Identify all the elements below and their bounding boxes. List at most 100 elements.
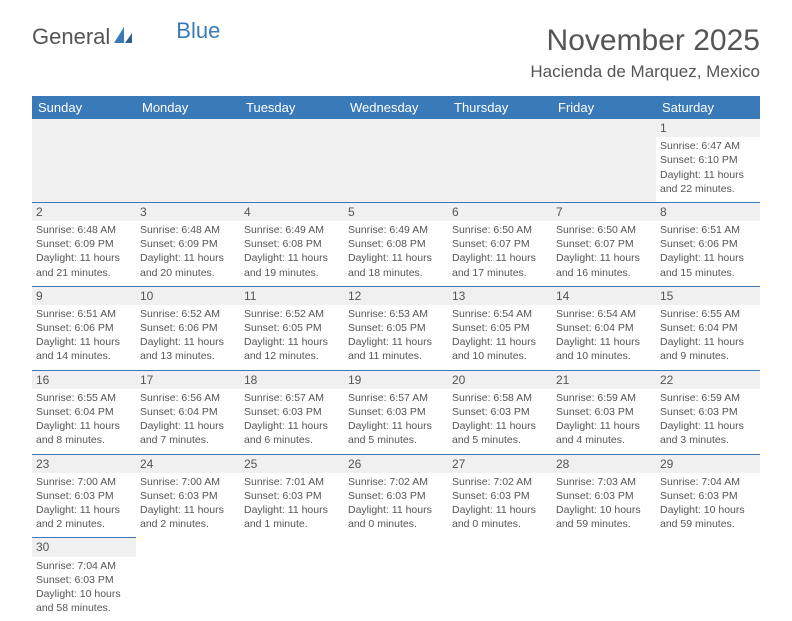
weekday-header: Friday [552, 96, 656, 119]
daylight-text: and 0 minutes. [348, 517, 444, 531]
sunrise-text: Sunrise: 6:47 AM [660, 139, 756, 153]
calendar-cell: 24Sunrise: 7:00 AMSunset: 6:03 PMDayligh… [136, 454, 240, 538]
daylight-text: Daylight: 11 hours [244, 503, 340, 517]
day-number: 4 [240, 203, 344, 221]
daylight-text: and 59 minutes. [556, 517, 652, 531]
sunset-text: Sunset: 6:03 PM [348, 405, 444, 419]
sunset-text: Sunset: 6:07 PM [452, 237, 548, 251]
daylight-text: Daylight: 11 hours [348, 251, 444, 265]
daylight-text: Daylight: 11 hours [244, 335, 340, 349]
sunset-text: Sunset: 6:03 PM [244, 405, 340, 419]
daylight-text: and 15 minutes. [660, 266, 756, 280]
sunset-text: Sunset: 6:09 PM [36, 237, 132, 251]
daylight-text: and 2 minutes. [36, 517, 132, 531]
calendar-cell: 2Sunrise: 6:48 AMSunset: 6:09 PMDaylight… [32, 202, 136, 286]
sunrise-text: Sunrise: 7:04 AM [660, 475, 756, 489]
calendar-cell [552, 538, 656, 621]
calendar-cell: 23Sunrise: 7:00 AMSunset: 6:03 PMDayligh… [32, 454, 136, 538]
calendar-cell: 11Sunrise: 6:52 AMSunset: 6:05 PMDayligh… [240, 286, 344, 370]
calendar-cell: 27Sunrise: 7:02 AMSunset: 6:03 PMDayligh… [448, 454, 552, 538]
calendar-cell: 16Sunrise: 6:55 AMSunset: 6:04 PMDayligh… [32, 370, 136, 454]
sunset-text: Sunset: 6:03 PM [36, 489, 132, 503]
calendar-cell: 13Sunrise: 6:54 AMSunset: 6:05 PMDayligh… [448, 286, 552, 370]
daylight-text: Daylight: 11 hours [36, 419, 132, 433]
daylight-text: Daylight: 11 hours [348, 503, 444, 517]
day-number: 7 [552, 203, 656, 221]
daylight-text: Daylight: 10 hours [36, 587, 132, 601]
sunset-text: Sunset: 6:04 PM [660, 321, 756, 335]
sunrise-text: Sunrise: 6:51 AM [36, 307, 132, 321]
sunrise-text: Sunrise: 6:49 AM [244, 223, 340, 237]
calendar-row: 9Sunrise: 6:51 AMSunset: 6:06 PMDaylight… [32, 286, 760, 370]
day-number: 24 [136, 455, 240, 473]
calendar-cell: 12Sunrise: 6:53 AMSunset: 6:05 PMDayligh… [344, 286, 448, 370]
calendar-cell: 3Sunrise: 6:48 AMSunset: 6:09 PMDaylight… [136, 202, 240, 286]
calendar-cell [32, 119, 136, 202]
calendar-cell: 20Sunrise: 6:58 AMSunset: 6:03 PMDayligh… [448, 370, 552, 454]
sunrise-text: Sunrise: 6:52 AM [244, 307, 340, 321]
sunrise-text: Sunrise: 7:00 AM [140, 475, 236, 489]
calendar-cell [240, 538, 344, 621]
sunrise-text: Sunrise: 6:49 AM [348, 223, 444, 237]
daylight-text: Daylight: 11 hours [660, 335, 756, 349]
daylight-text: Daylight: 11 hours [140, 335, 236, 349]
calendar-cell: 4Sunrise: 6:49 AMSunset: 6:08 PMDaylight… [240, 202, 344, 286]
day-number: 5 [344, 203, 448, 221]
sunset-text: Sunset: 6:03 PM [36, 573, 132, 587]
daylight-text: and 7 minutes. [140, 433, 236, 447]
daylight-text: Daylight: 11 hours [244, 419, 340, 433]
sunrise-text: Sunrise: 6:54 AM [452, 307, 548, 321]
calendar-cell [136, 119, 240, 202]
daylight-text: Daylight: 11 hours [452, 419, 548, 433]
calendar-cell: 28Sunrise: 7:03 AMSunset: 6:03 PMDayligh… [552, 454, 656, 538]
calendar-cell: 30Sunrise: 7:04 AMSunset: 6:03 PMDayligh… [32, 538, 136, 621]
weekday-header-row: Sunday Monday Tuesday Wednesday Thursday… [32, 96, 760, 119]
calendar-row: 30Sunrise: 7:04 AMSunset: 6:03 PMDayligh… [32, 538, 760, 621]
sunset-text: Sunset: 6:07 PM [556, 237, 652, 251]
sunset-text: Sunset: 6:10 PM [660, 153, 756, 167]
daylight-text: and 12 minutes. [244, 349, 340, 363]
daylight-text: Daylight: 11 hours [660, 419, 756, 433]
daylight-text: and 5 minutes. [348, 433, 444, 447]
daylight-text: and 5 minutes. [452, 433, 548, 447]
weekday-header: Saturday [656, 96, 760, 119]
day-number: 26 [344, 455, 448, 473]
daylight-text: and 20 minutes. [140, 266, 236, 280]
calendar-body: 1 Sunrise: 6:47 AMSunset: 6:10 PM Daylight… [32, 119, 760, 621]
sunrise-text: Sunrise: 6:56 AM [140, 391, 236, 405]
calendar-cell [136, 538, 240, 621]
daylight-text: and 3 minutes. [660, 433, 756, 447]
day-number: 16 [32, 371, 136, 389]
calendar-cell: 17Sunrise: 6:56 AMSunset: 6:04 PMDayligh… [136, 370, 240, 454]
daylight-text: and 21 minutes. [36, 266, 132, 280]
daylight-text: and 8 minutes. [36, 433, 132, 447]
calendar-cell: 15Sunrise: 6:55 AMSunset: 6:04 PMDayligh… [656, 286, 760, 370]
calendar-cell: 21Sunrise: 6:59 AMSunset: 6:03 PMDayligh… [552, 370, 656, 454]
daylight-text: Daylight: 11 hours [36, 335, 132, 349]
day-number: 11 [240, 287, 344, 305]
day-number: 9 [32, 287, 136, 305]
weekday-header: Thursday [448, 96, 552, 119]
calendar-cell: 6Sunrise: 6:50 AMSunset: 6:07 PMDaylight… [448, 202, 552, 286]
sunrise-text: Sunrise: 7:03 AM [556, 475, 652, 489]
daylight-text: and 13 minutes. [140, 349, 236, 363]
daylight-text: Daylight: 11 hours [348, 419, 444, 433]
sunrise-text: Sunrise: 7:02 AM [452, 475, 548, 489]
daylight-text: and 16 minutes. [556, 266, 652, 280]
day-number: 27 [448, 455, 552, 473]
daylight-text: and 10 minutes. [452, 349, 548, 363]
calendar-cell: 25Sunrise: 7:01 AMSunset: 6:03 PMDayligh… [240, 454, 344, 538]
sunrise-text: Sunrise: 6:59 AM [556, 391, 652, 405]
day-number: 17 [136, 371, 240, 389]
daylight-text: Daylight: 11 hours [452, 251, 548, 265]
sunset-text: Sunset: 6:03 PM [452, 489, 548, 503]
sunset-text: Sunset: 6:04 PM [556, 321, 652, 335]
daylight-text: and 18 minutes. [348, 266, 444, 280]
calendar-cell: 9Sunrise: 6:51 AMSunset: 6:06 PMDaylight… [32, 286, 136, 370]
logo-text-blue: Blue [176, 18, 220, 44]
sunrise-text: Sunrise: 7:00 AM [36, 475, 132, 489]
day-number: 20 [448, 371, 552, 389]
title-block: November 2025 Hacienda de Marquez, Mexic… [530, 24, 760, 82]
day-number: 1 [656, 119, 760, 137]
daylight-text: and 17 minutes. [452, 266, 548, 280]
